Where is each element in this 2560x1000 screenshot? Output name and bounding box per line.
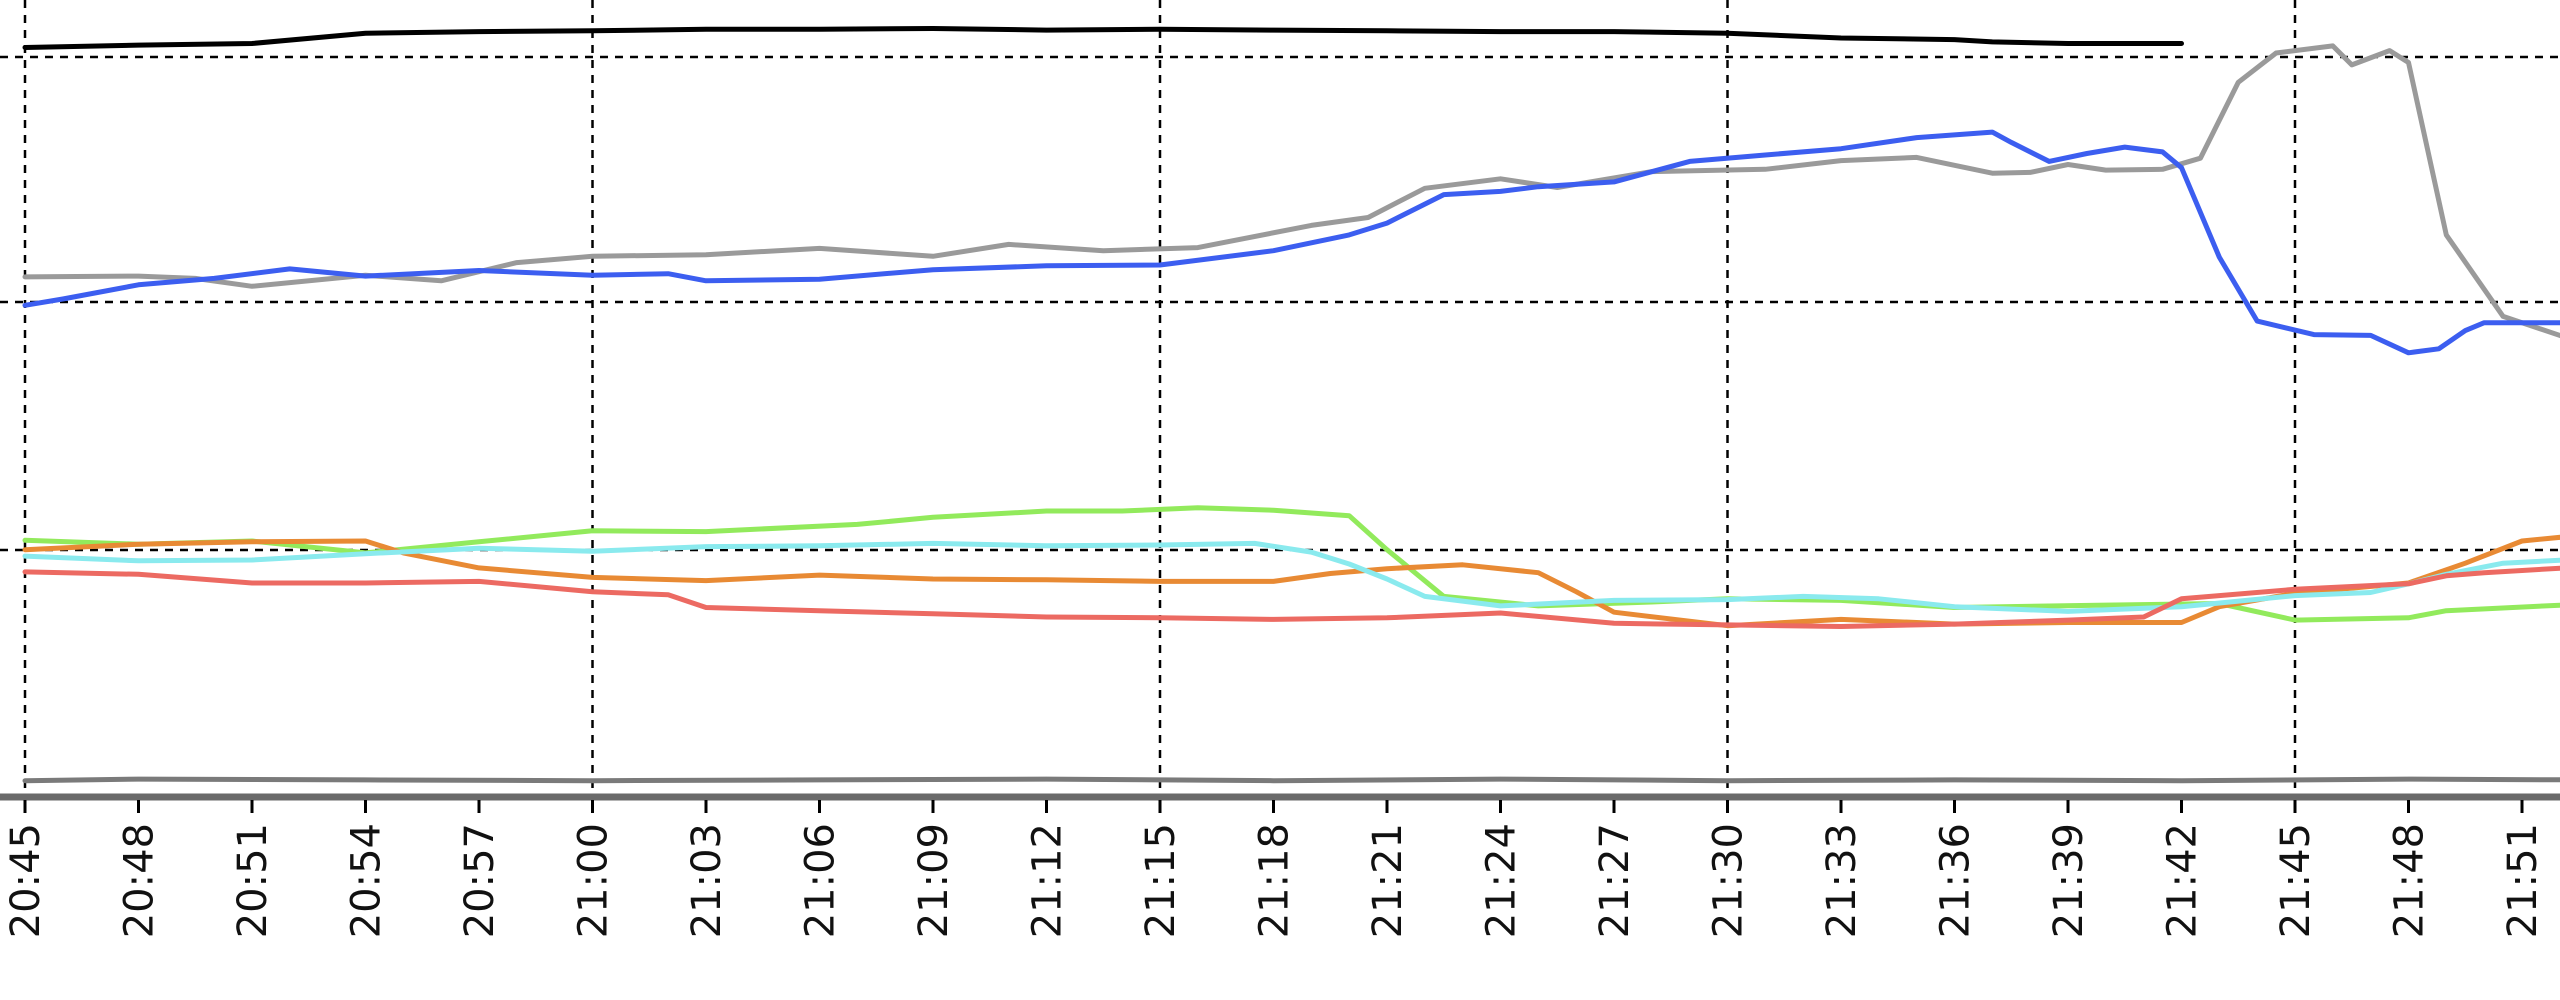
- series-line-1: [22, 26, 2184, 50]
- x-tick-label: 20:48: [117, 823, 163, 938]
- x-tick-label: 21:24: [1479, 823, 1525, 938]
- x-tick-label: 20:51: [230, 823, 276, 938]
- series-line-8: [22, 776, 2560, 784]
- x-tick-label: 21:51: [2500, 823, 2546, 938]
- x-tick-label: 21:42: [2160, 823, 2206, 938]
- series-line-4: [22, 505, 2560, 623]
- x-tick-label: 20:54: [344, 823, 390, 938]
- x-tick-label: 21:30: [1706, 823, 1752, 938]
- x-tick-label: 20:57: [457, 823, 503, 938]
- series-line-2: [22, 43, 2560, 339]
- x-tick-label: 20:45: [3, 823, 49, 938]
- x-tick-label: 21:18: [1252, 823, 1298, 938]
- x-tick-label: 21:27: [1592, 823, 1638, 938]
- x-tick-label: 21:33: [1819, 823, 1865, 938]
- x-tick-label: 21:48: [2387, 823, 2433, 938]
- series-line-6: [22, 540, 2560, 614]
- x-tick-label: 21:00: [571, 823, 617, 938]
- x-tick-label: 21:39: [2046, 823, 2092, 938]
- series-line-7: [22, 565, 2560, 629]
- x-tick-label: 21:15: [1138, 823, 1184, 938]
- grid-lines: [0, 0, 2560, 791]
- plot-series: [22, 26, 2560, 784]
- x-tick-label: 21:12: [1025, 823, 1071, 938]
- series-line-3: [22, 129, 2560, 356]
- series-line-5: [22, 534, 2560, 629]
- x-tick-label: 21:45: [2273, 823, 2319, 938]
- x-axis-tick-labels: 20:45 20:48 20:51 20:54 20:57 21:00 21:03 21:06…: [3, 800, 2546, 938]
- x-tick-label: 21:03: [684, 823, 730, 938]
- x-tick-label: 21:21: [1365, 823, 1411, 938]
- x-tick-label: 21:06: [798, 823, 844, 938]
- x-tick-label: 21:36: [1933, 823, 1979, 938]
- x-tick-label: 21:09: [911, 823, 957, 938]
